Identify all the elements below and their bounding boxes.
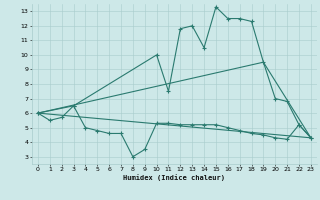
X-axis label: Humidex (Indice chaleur): Humidex (Indice chaleur) (124, 175, 225, 181)
